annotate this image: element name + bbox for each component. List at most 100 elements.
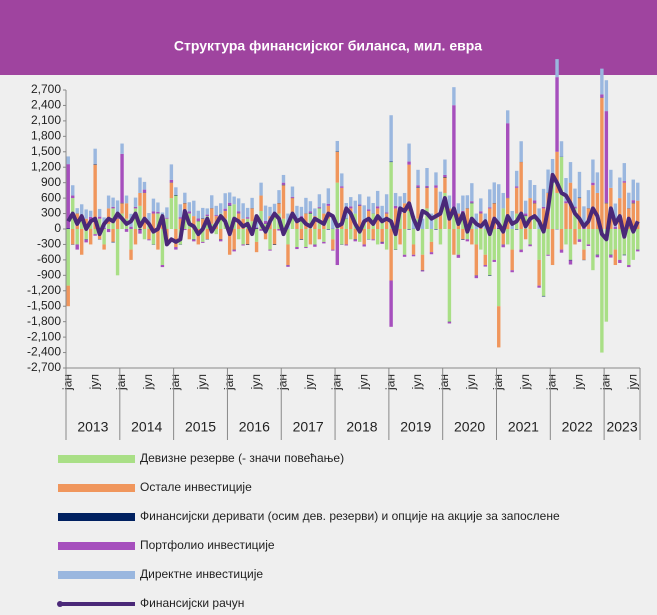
bar bbox=[380, 205, 384, 219]
legend-swatch bbox=[58, 455, 135, 463]
y-tick-label: 300 bbox=[41, 206, 61, 220]
bar bbox=[627, 265, 631, 268]
bar bbox=[479, 198, 483, 212]
bar bbox=[254, 227, 259, 229]
bar bbox=[523, 215, 528, 217]
bar bbox=[308, 229, 313, 245]
bar bbox=[595, 254, 600, 256]
bar bbox=[618, 177, 622, 199]
legend-label: Портфолио инвестиције bbox=[140, 538, 275, 552]
bar bbox=[313, 229, 317, 245]
bar bbox=[322, 241, 326, 244]
bar bbox=[393, 192, 398, 206]
legend-label: Директне инвестиције bbox=[140, 567, 263, 581]
bar bbox=[79, 204, 84, 218]
bar bbox=[326, 203, 331, 206]
bar bbox=[577, 197, 582, 199]
bar bbox=[550, 182, 555, 229]
bar bbox=[384, 194, 389, 213]
bar bbox=[420, 218, 425, 229]
bar bbox=[214, 229, 218, 235]
y-tick-label: 0 bbox=[54, 221, 61, 235]
bar bbox=[124, 229, 129, 232]
bar bbox=[586, 190, 591, 209]
y-tick-label: 600 bbox=[41, 190, 61, 204]
x-tick-label: јан bbox=[329, 374, 343, 391]
year-label: 2014 bbox=[131, 419, 162, 435]
bar bbox=[514, 170, 519, 187]
bar bbox=[452, 229, 456, 255]
bar bbox=[568, 260, 573, 265]
bar bbox=[595, 172, 600, 193]
bar bbox=[349, 229, 353, 240]
bar bbox=[568, 229, 573, 260]
bar bbox=[250, 208, 254, 222]
bar bbox=[102, 244, 106, 250]
bar bbox=[434, 218, 438, 229]
bar bbox=[366, 209, 371, 211]
year-label: 2018 bbox=[346, 419, 377, 435]
bar bbox=[618, 259, 622, 263]
bar bbox=[263, 205, 268, 222]
bar bbox=[470, 202, 474, 204]
bar bbox=[389, 161, 393, 163]
bar bbox=[595, 229, 600, 255]
bar bbox=[142, 189, 147, 193]
bar bbox=[196, 221, 200, 229]
bar bbox=[573, 188, 577, 207]
bar bbox=[151, 198, 156, 212]
bar bbox=[564, 178, 568, 202]
bar bbox=[488, 207, 492, 209]
bar bbox=[71, 229, 75, 245]
bar bbox=[120, 203, 124, 214]
bar bbox=[183, 218, 187, 229]
bar bbox=[236, 211, 241, 214]
bar bbox=[479, 211, 483, 214]
bar bbox=[523, 213, 528, 216]
bar bbox=[115, 218, 120, 229]
bar bbox=[187, 202, 192, 212]
bar bbox=[169, 164, 174, 180]
bar bbox=[600, 68, 604, 95]
bar bbox=[523, 200, 528, 214]
bar bbox=[497, 184, 501, 226]
bar bbox=[600, 229, 604, 353]
bar bbox=[465, 195, 470, 209]
bar bbox=[573, 208, 577, 229]
x-tick-label: јул bbox=[195, 374, 209, 390]
line bbox=[66, 172, 640, 247]
bar bbox=[223, 208, 227, 211]
bar bbox=[88, 216, 93, 222]
bar bbox=[147, 213, 151, 224]
bar bbox=[353, 239, 357, 242]
bar bbox=[492, 229, 496, 260]
bar bbox=[510, 229, 514, 250]
bar bbox=[201, 229, 205, 242]
bar bbox=[326, 218, 331, 229]
bar bbox=[147, 229, 151, 240]
bar bbox=[559, 229, 564, 250]
bar bbox=[389, 280, 393, 327]
bar bbox=[156, 211, 160, 214]
y-tick-label: -2,700 bbox=[27, 360, 61, 374]
bar bbox=[411, 244, 416, 255]
bar bbox=[452, 105, 456, 209]
legend-marker bbox=[57, 601, 63, 607]
y-tick-label: -900 bbox=[37, 268, 61, 282]
bar bbox=[434, 187, 438, 219]
bar bbox=[353, 229, 357, 240]
bar bbox=[219, 203, 223, 214]
bar bbox=[210, 195, 214, 209]
bar bbox=[308, 201, 313, 212]
bar bbox=[331, 215, 335, 229]
x-tick-label: јул bbox=[249, 374, 263, 390]
x-tick-label: јул bbox=[303, 374, 317, 390]
legend-label: Финансијски деривати (осим дев. резерви)… bbox=[140, 509, 560, 523]
bar bbox=[349, 206, 353, 209]
bar bbox=[290, 213, 295, 229]
bar bbox=[380, 229, 384, 242]
bar bbox=[84, 209, 88, 219]
bar bbox=[429, 252, 434, 255]
bar bbox=[147, 239, 151, 241]
